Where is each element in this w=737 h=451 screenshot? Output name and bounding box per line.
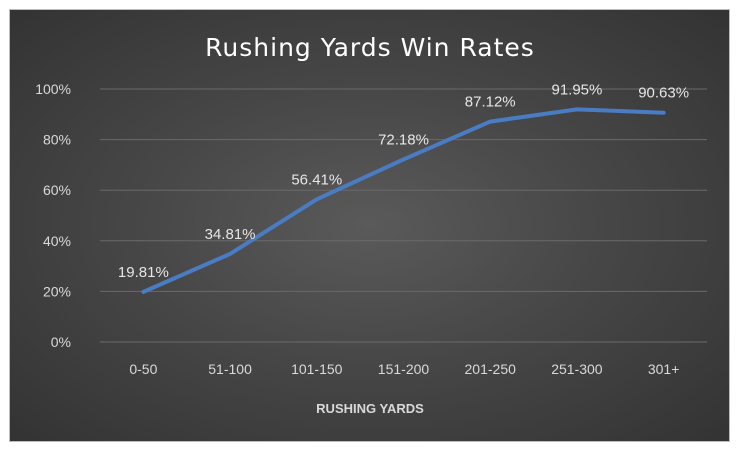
y-tick-label: 100% xyxy=(35,81,71,97)
y-tick-label: 40% xyxy=(43,233,71,249)
chart-title: Rushing Yards Win Rates xyxy=(205,33,535,62)
data-label: 19.81% xyxy=(118,264,169,281)
gridlines xyxy=(100,88,707,343)
y-tick-label: 80% xyxy=(43,132,71,148)
x-tick-label: 51-100 xyxy=(208,361,252,377)
y-tick-label: 20% xyxy=(43,283,71,299)
y-axis-tick-labels: 0% 20% 40% 60% 80% 100% xyxy=(35,81,71,350)
x-tick-label: 0-50 xyxy=(129,361,157,377)
data-label: 34.81% xyxy=(205,226,256,243)
series-line xyxy=(141,107,666,294)
data-label: 72.18% xyxy=(378,131,429,148)
x-tick-label: 251-300 xyxy=(551,361,603,377)
x-tick-label: 201-250 xyxy=(465,361,517,377)
chart-area: Rushing Yards Win Rates 0% 20% 40% 60% 80% 10… xyxy=(9,9,730,442)
x-tick-label: 301+ xyxy=(648,361,680,377)
data-label: 90.63% xyxy=(638,85,689,102)
x-axis-tick-labels: 0-50 51-100 101-150 151-200 201-250 251-300 30… xyxy=(129,361,679,377)
data-label: 87.12% xyxy=(465,94,516,111)
x-axis-title: RUSHING YARDS xyxy=(316,401,424,416)
data-label: 56.41% xyxy=(291,171,342,188)
data-labels: 19.81% 34.81% 56.41% 72.18% 87.12% 91.95% 90.6… xyxy=(118,81,689,281)
series-lines xyxy=(141,107,666,294)
y-tick-label: 0% xyxy=(51,334,71,350)
line-chart: Rushing Yards Win Rates 0% 20% 40% 60% 80% 10… xyxy=(35,33,707,416)
y-tick-label: 60% xyxy=(43,182,71,198)
x-tick-label: 151-200 xyxy=(378,361,430,377)
data-label: 91.95% xyxy=(551,81,602,98)
x-tick-label: 101-150 xyxy=(291,361,343,377)
